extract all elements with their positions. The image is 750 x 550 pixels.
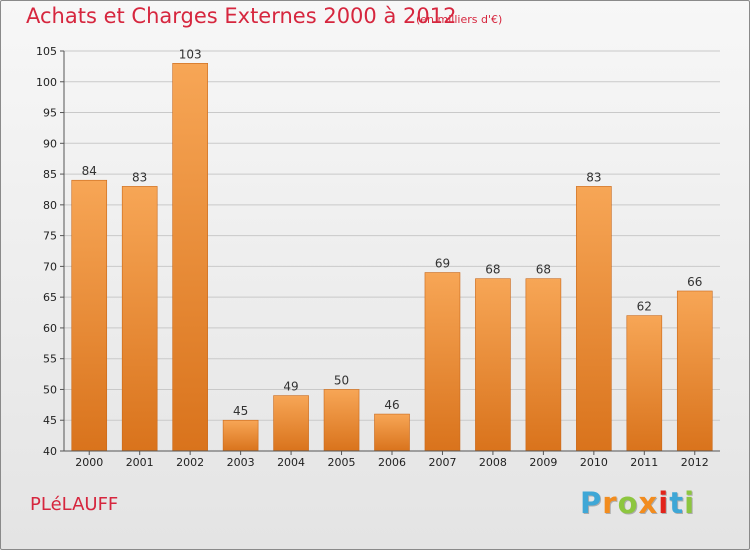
bar-2004 xyxy=(273,395,309,452)
logo-letter: t xyxy=(669,486,685,520)
bar-2001 xyxy=(121,186,158,452)
bars: 84 83 103 45 49 50 46 69 68 68 83 62 66 xyxy=(71,47,713,452)
bar-2011 xyxy=(626,315,663,452)
bar-value-label: 50 xyxy=(334,373,349,387)
y-tick-label: 65 xyxy=(43,291,57,304)
logo-letter: o xyxy=(617,486,639,520)
bar-value-label: 84 xyxy=(82,164,97,178)
y-tick-label: 50 xyxy=(43,383,57,396)
bar-2007 xyxy=(424,272,461,452)
logo-letter: x xyxy=(638,486,659,520)
bar-value-label: 62 xyxy=(637,300,652,314)
y-tick-label: 90 xyxy=(43,137,57,150)
x-tick-label: 2007 xyxy=(428,456,456,469)
logo-letter: i xyxy=(658,486,670,520)
y-tick-label: 85 xyxy=(43,168,57,181)
x-tick-label: 2003 xyxy=(227,456,255,469)
bar-2009 xyxy=(525,278,562,452)
bar-value-label: 83 xyxy=(586,170,601,184)
bar-2008 xyxy=(475,278,511,452)
bar-2003 xyxy=(222,419,259,452)
x-tick-label: 2009 xyxy=(529,456,557,469)
bar-value-label: 103 xyxy=(179,47,202,61)
y-tick-label: 55 xyxy=(43,353,57,366)
bar-2002 xyxy=(172,63,208,452)
chart-subtitle: (en milliers d'€) xyxy=(416,13,503,26)
x-tick-label: 2001 xyxy=(126,456,154,469)
y-tick-label: 60 xyxy=(43,322,57,335)
bar-value-label: 66 xyxy=(687,275,702,289)
bar-value-label: 49 xyxy=(283,380,298,394)
y-tick-label: 80 xyxy=(43,199,57,212)
y-tick-label: 40 xyxy=(43,445,57,458)
bar-value-label: 45 xyxy=(233,404,248,418)
bar-2005 xyxy=(323,389,360,452)
proxiti-logo[interactable]: Proxiti xyxy=(580,486,695,520)
x-tick-label: 2011 xyxy=(630,456,658,469)
x-axis: 2000 2001 2002 2003 2004 2005 2006 2007 2008 2009… xyxy=(64,450,720,469)
y-tick-label: 70 xyxy=(43,260,57,273)
bar-2010 xyxy=(576,186,612,452)
x-tick-label: 2002 xyxy=(176,456,204,469)
y-axis: 40 45 50 55 60 65 70 75 80 85 90 95 100 105 xyxy=(36,45,65,458)
y-tick-label: 105 xyxy=(36,45,57,58)
x-tick-label: 2000 xyxy=(75,456,103,469)
chart-title: Achats et Charges Externes 2000 à 2012 xyxy=(26,4,457,28)
x-tick-label: 2012 xyxy=(681,456,709,469)
bar-2012 xyxy=(676,290,713,452)
logo-letter: i xyxy=(684,486,696,520)
x-tick-label: 2010 xyxy=(580,456,608,469)
y-tick-label: 95 xyxy=(43,107,57,120)
y-tick-label: 100 xyxy=(36,76,57,89)
bar-value-label: 68 xyxy=(485,263,500,277)
bar-2000 xyxy=(71,179,108,452)
grid-lines xyxy=(64,50,720,452)
x-tick-label: 2004 xyxy=(277,456,305,469)
bar-value-label: 68 xyxy=(536,263,551,277)
x-tick-label: 2005 xyxy=(328,456,356,469)
bar-value-label: 69 xyxy=(435,257,450,271)
bar-value-label: 46 xyxy=(384,398,399,412)
y-tick-label: 75 xyxy=(43,230,57,243)
logo-letter: r xyxy=(602,486,618,520)
commune-name: PLéLAUFF xyxy=(30,494,119,515)
logo-letter: P xyxy=(580,486,603,520)
x-tick-label: 2008 xyxy=(479,456,507,469)
x-tick-label: 2006 xyxy=(378,456,406,469)
bar-value-label: 83 xyxy=(132,170,147,184)
bar-2006 xyxy=(374,413,410,452)
y-tick-label: 45 xyxy=(43,414,57,427)
